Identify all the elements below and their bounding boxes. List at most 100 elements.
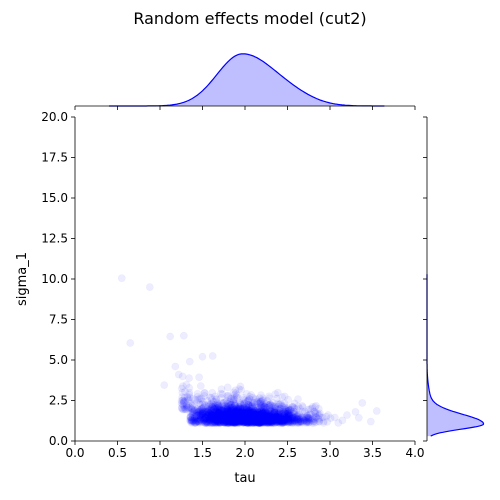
scatter-point bbox=[248, 412, 256, 421]
scatter-point bbox=[214, 413, 223, 422]
scatter-point bbox=[222, 416, 231, 425]
x-tick-label: 3.0 bbox=[320, 446, 339, 460]
scatter-point bbox=[299, 414, 307, 423]
scatter-point bbox=[145, 283, 154, 291]
scatter-point bbox=[223, 418, 232, 426]
scatter-point bbox=[261, 407, 270, 416]
scatter-point bbox=[270, 419, 279, 427]
scatter-point bbox=[285, 418, 294, 426]
scatter-point bbox=[249, 418, 257, 427]
scatter-point bbox=[222, 415, 231, 424]
scatter-point bbox=[215, 415, 223, 424]
scatter-point bbox=[195, 399, 204, 408]
scatter-point bbox=[300, 414, 309, 422]
scatter-point bbox=[215, 405, 224, 414]
scatter-point bbox=[275, 417, 284, 426]
scatter-point bbox=[270, 416, 279, 424]
scatter-point bbox=[231, 414, 240, 422]
scatter-point bbox=[264, 414, 273, 423]
scatter-point bbox=[198, 405, 206, 413]
scatter-point bbox=[273, 414, 282, 423]
scatter-point bbox=[206, 408, 215, 417]
scatter-point bbox=[279, 413, 288, 422]
scatter-point bbox=[303, 417, 311, 426]
scatter-point bbox=[201, 417, 210, 426]
scatter-point bbox=[240, 418, 249, 427]
scatter-point bbox=[214, 407, 223, 416]
scatter-point bbox=[264, 412, 273, 421]
scatter-point bbox=[224, 418, 233, 427]
scatter-point bbox=[256, 412, 264, 421]
y-tick-label: 12.5 bbox=[41, 232, 68, 246]
y-tick-label: 0.0 bbox=[49, 434, 68, 448]
scatter-point bbox=[250, 411, 259, 420]
scatter-point bbox=[259, 415, 268, 424]
scatter-point bbox=[257, 407, 266, 416]
scatter-point bbox=[281, 417, 290, 426]
scatter-point bbox=[220, 418, 229, 427]
scatter-point bbox=[277, 415, 285, 424]
scatter-point bbox=[244, 417, 253, 426]
scatter-point bbox=[224, 407, 233, 415]
scatter-point bbox=[253, 408, 262, 416]
scatter-point bbox=[244, 396, 253, 405]
scatter-point bbox=[245, 392, 254, 401]
scatter-point bbox=[242, 417, 251, 426]
scatter-point bbox=[315, 415, 324, 424]
scatter-point bbox=[203, 410, 212, 419]
scatter-point bbox=[235, 412, 243, 421]
scatter-point bbox=[280, 415, 289, 424]
scatter-point bbox=[277, 418, 286, 427]
scatter-point bbox=[232, 393, 241, 401]
scatter-point bbox=[166, 332, 175, 341]
scatter-point bbox=[319, 417, 328, 426]
scatter-point bbox=[268, 402, 277, 411]
scatter-point bbox=[245, 410, 254, 419]
scatter-point bbox=[229, 410, 238, 419]
scatter-point bbox=[229, 405, 238, 414]
scatter-point bbox=[248, 416, 257, 425]
scatter-point bbox=[270, 415, 279, 424]
scatter-point bbox=[235, 415, 243, 424]
scatter-point bbox=[221, 398, 229, 407]
scatter-point bbox=[253, 406, 261, 415]
scatter-point bbox=[274, 410, 283, 418]
scatter-point bbox=[217, 393, 226, 402]
scatter-point bbox=[220, 418, 229, 427]
scatter-point bbox=[258, 412, 266, 421]
scatter-point bbox=[229, 418, 238, 426]
scatter-point bbox=[238, 410, 247, 419]
x-ticks: 0.0 0.5 1.0 1.5 2.0 2.5 3.0 3.5 4.0 bbox=[65, 441, 425, 460]
scatter-point bbox=[249, 414, 258, 423]
scatter-point bbox=[215, 413, 224, 422]
scatter-point bbox=[266, 413, 275, 422]
scatter-point bbox=[298, 403, 307, 412]
scatter-point bbox=[246, 407, 255, 416]
scatter-point bbox=[266, 416, 275, 425]
scatter-point bbox=[195, 373, 203, 382]
scatter-point bbox=[265, 401, 274, 410]
scatter-point bbox=[276, 417, 285, 425]
scatter-point bbox=[220, 415, 229, 424]
scatter-point bbox=[240, 415, 249, 424]
scatter-point bbox=[178, 400, 187, 409]
scatter-point bbox=[234, 404, 243, 413]
scatter-point bbox=[263, 403, 272, 412]
scatter-point bbox=[278, 402, 286, 411]
scatter-point bbox=[289, 409, 297, 418]
scatter-point bbox=[217, 415, 226, 424]
scatter-point bbox=[249, 415, 258, 424]
scatter-point bbox=[190, 416, 199, 425]
scatter-point bbox=[245, 417, 254, 426]
scatter-point bbox=[372, 407, 381, 415]
scatter-point bbox=[230, 403, 239, 412]
scatter-point bbox=[258, 394, 267, 402]
scatter-point bbox=[304, 415, 313, 423]
scatter-point bbox=[267, 412, 276, 420]
scatter-point bbox=[212, 418, 220, 427]
scatter-point bbox=[256, 404, 265, 413]
scatter-point bbox=[237, 386, 246, 394]
scatter-point bbox=[260, 402, 268, 411]
scatter-point bbox=[241, 405, 250, 414]
